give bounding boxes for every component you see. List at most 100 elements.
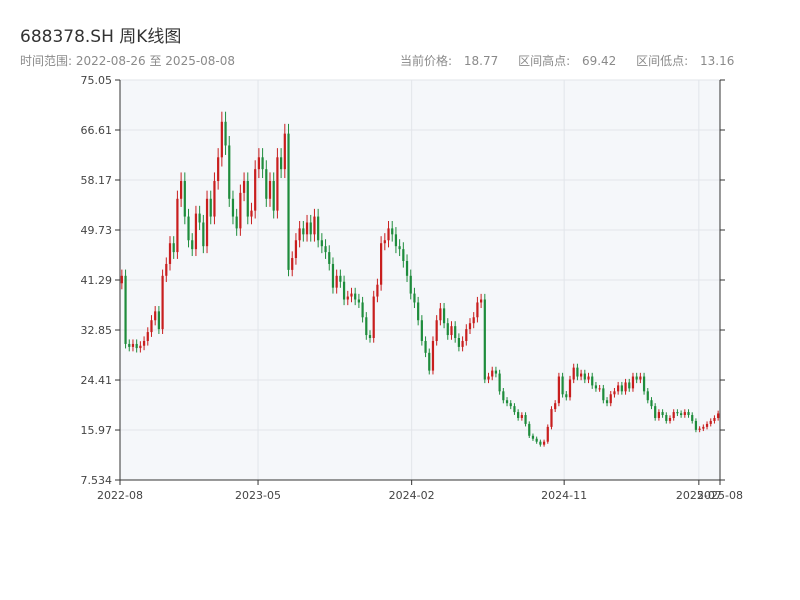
candle-body [202,222,205,247]
candle-body [472,317,475,324]
candle-body [531,435,535,439]
candle-body [672,412,675,418]
candle-body [439,308,442,321]
low-price-value: 13.16 [700,54,735,68]
candle-body [239,192,242,229]
candle-body [424,340,427,353]
candle-body [313,216,316,235]
candle-body [291,258,294,270]
candle-body [524,415,527,424]
candle-body [413,293,416,303]
candle-body [546,426,549,442]
candle-body [194,213,198,250]
y-tick-label: 75.05 [81,74,113,87]
candle-body [680,413,683,416]
candle-body [339,275,342,282]
candle-body [457,338,460,347]
candle-body [557,376,560,404]
candle-body [591,376,594,386]
candle-body [372,296,375,339]
candle-body [620,385,623,392]
price-stats: 当前价格: 18.77 区间高点: 69.42 区间低点: 13.16 [400,52,750,69]
x-tick-label: 2024-02 [389,489,435,502]
candle-body [387,228,390,241]
y-tick-label: 41.29 [81,274,113,287]
candle-body [320,240,323,247]
candle-body [276,157,279,211]
candle-body [331,263,335,288]
date-range-label: 时间范围: [20,54,73,68]
candle-body [209,198,212,217]
candle-body [120,275,123,284]
candle-body [324,246,327,253]
candle-body [628,382,631,389]
candle-body [509,403,512,407]
candle-body [394,234,398,247]
candle-body [587,376,590,380]
candle-body [554,403,557,410]
candle-body [198,213,201,223]
candle-body [713,417,716,421]
candle-body [224,121,227,146]
candle-body [468,323,472,330]
candle-body [146,332,149,341]
low-price-label: 区间低点: [636,54,689,68]
candle-body [302,228,305,235]
candle-body [550,409,553,427]
axes: 75.05 66.61 58.17 49.73 41.29 32.85 24.41 15.97… [81,74,743,502]
candle-body [328,252,331,264]
candle-body [528,423,531,436]
candles [120,111,720,447]
date-end: 2025-08-08 [165,54,236,68]
candle-body [398,246,401,250]
x-tick-label: 2022-08 [97,489,143,502]
candle-body [454,326,457,339]
candle-body [417,302,420,321]
y-tick-label: 49.73 [81,224,113,237]
candle-body [217,157,220,182]
candle-body [283,133,286,170]
candle-body [442,308,446,324]
candle-body [131,343,135,347]
candle-body [517,412,520,418]
candle-body [709,420,712,424]
candle-body [409,275,412,294]
date-separator: 至 [149,54,162,68]
date-range: 时间范围: 2022-08-26 至 2025-08-08 [20,52,235,69]
candle-body [665,415,668,421]
candle-body [635,376,638,380]
candle-body [150,320,153,333]
candle-body [342,281,346,300]
x-tick-label: 2025-07 [676,489,722,502]
candle-body [631,376,635,389]
candle-body [228,145,231,199]
candle-body [542,441,546,445]
candle-body [361,302,364,318]
chart-title: 688378.SH 周K线图 [20,27,182,47]
candle-body [261,157,264,170]
candle-body [405,260,409,276]
candle-body [205,198,209,247]
candle-body [265,169,268,199]
candle-body [157,311,160,330]
candle-body [172,243,175,253]
candle-body [168,243,172,264]
candle-body [480,299,483,303]
candle-body [183,181,186,217]
candle-body [513,406,516,413]
candle-body [446,323,449,336]
candle-body [642,376,646,392]
y-tick-label: 24.41 [81,374,113,387]
candle-body [568,379,572,398]
y-tick-label: 66.61 [81,124,113,137]
candle-body [213,181,216,217]
candle-body [487,376,490,380]
candle-body [498,373,501,392]
candle-body [639,376,642,380]
candle-body [305,222,309,235]
candle-body [476,302,479,318]
candle-body [539,441,542,445]
candle-body [705,423,709,427]
candle-body [491,370,494,377]
candle-body [180,181,183,199]
